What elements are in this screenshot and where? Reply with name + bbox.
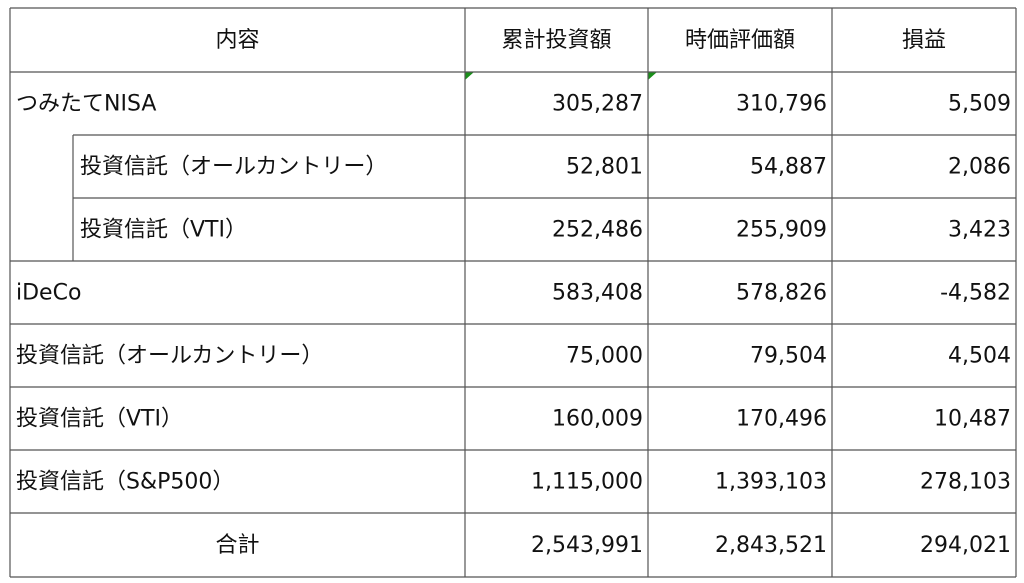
value-cell: 1,393,103: [715, 470, 827, 495]
value-cell: 52,801: [566, 155, 643, 180]
label-cell: 投資信託（オールカントリー）: [16, 344, 323, 369]
value-cell: 160,009: [552, 407, 643, 432]
value-cell: 583,408: [552, 281, 643, 306]
value-cell: -4,582: [940, 281, 1011, 306]
header-cell: 損益: [902, 28, 946, 53]
value-cell: 5,509: [948, 92, 1011, 117]
value-cell: 278,103: [920, 470, 1011, 495]
label-cell: 投資信託（オールカントリー）: [80, 155, 387, 180]
label-cell: 投資信託（VTI）: [80, 218, 247, 243]
value-cell: 4,504: [948, 344, 1011, 369]
label-cell: つみたてNISA: [16, 92, 156, 117]
value-cell: 3,423: [948, 218, 1011, 243]
value-cell: 294,021: [920, 533, 1011, 558]
value-cell: 10,487: [934, 407, 1011, 432]
header-cell: 内容: [215, 28, 259, 53]
value-cell: 578,826: [736, 281, 827, 306]
value-cell: 2,843,521: [715, 533, 827, 558]
header-cell: 時価評価額: [685, 28, 795, 53]
value-cell: 255,909: [736, 218, 827, 243]
value-cell: 2,543,991: [531, 533, 643, 558]
value-cell: 54,887: [750, 155, 827, 180]
label-cell: 投資信託（VTI）: [16, 407, 183, 432]
cell-marker: [465, 72, 474, 80]
value-cell: 1,115,000: [531, 470, 643, 495]
value-cell: 79,504: [750, 344, 827, 369]
cell-marker: [648, 72, 657, 80]
label-cell: 投資信託（S&P500）: [16, 470, 234, 495]
value-cell: 310,796: [736, 92, 827, 117]
value-cell: 252,486: [552, 218, 643, 243]
label-cell: iDeCo: [16, 281, 81, 306]
value-cell: 305,287: [552, 92, 643, 117]
header-cell: 累計投資額: [501, 28, 611, 53]
value-cell: 170,496: [736, 407, 827, 432]
value-cell: 2,086: [948, 155, 1011, 180]
value-cell: 75,000: [566, 344, 643, 369]
label-cell: 合計: [215, 533, 259, 558]
